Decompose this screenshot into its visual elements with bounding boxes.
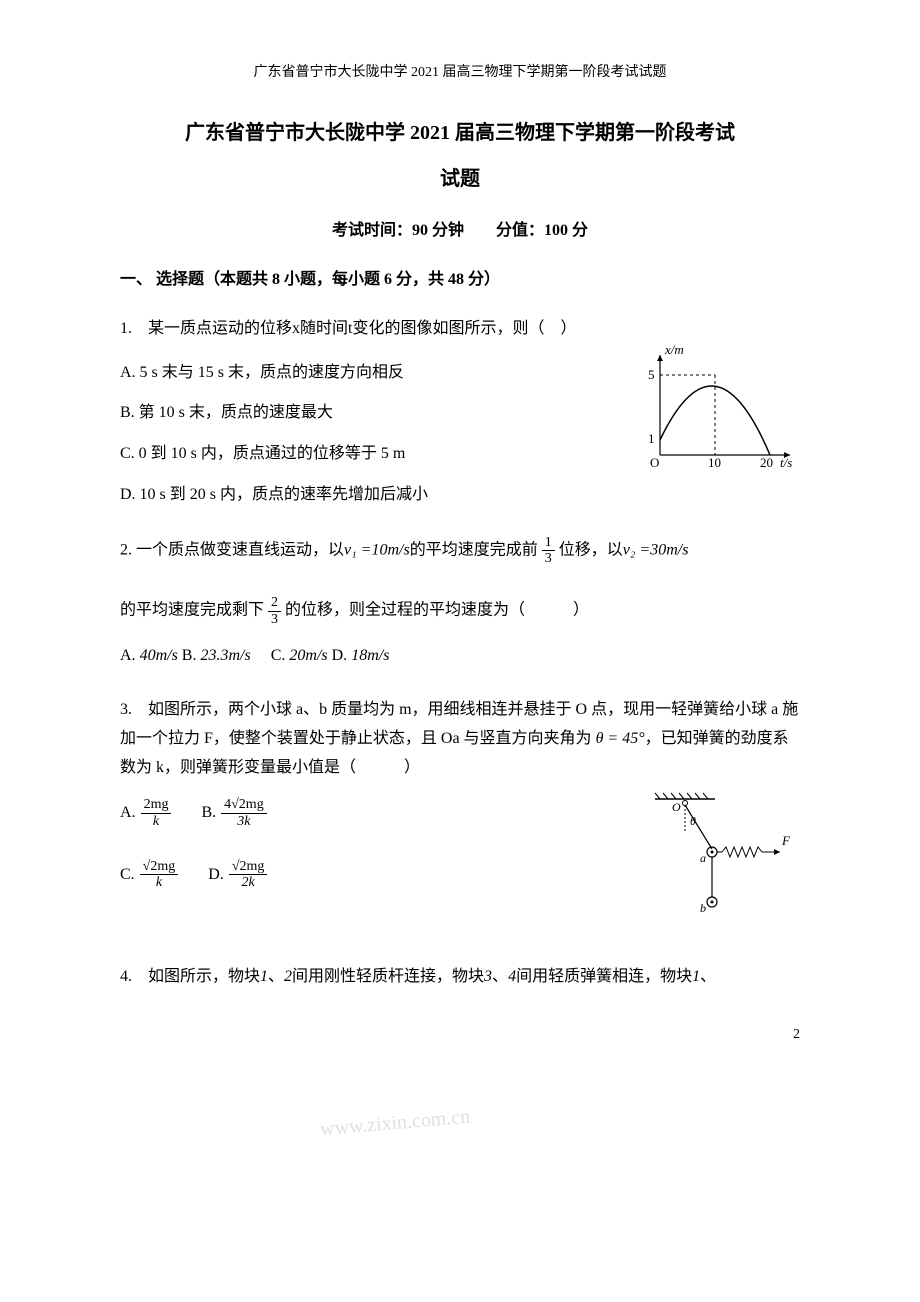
exam-info: 考试时间：90 分钟 分值：100 分 [120,217,800,246]
frac-num: 1 [542,535,555,551]
q4-p3: 间用刚性轻质杆连接，物块 [292,968,484,985]
q2-p1: 2. 一个质点做变速直线运动，以 [120,541,344,558]
q2-options: A. 40m/s B. 23.3m/s C. 20m/s D. 18m/s [120,642,800,671]
frac-num: 2mg [141,797,172,813]
q2-p5: 的位移，则全过程的平均速度为（ ） [285,602,589,619]
q4-text: 4. 如图所示，物块1、2间用刚性轻质杆连接，物块3、4间用轻质弹簧相连，物块1… [120,963,800,992]
q2-optB: 23.3m/s [200,647,250,664]
exam-subtitle: 试题 [120,161,800,197]
frac-den: 3 [268,612,281,627]
frac-den: k [140,875,179,890]
q2-p2: 的平均速度完成前 [410,541,538,558]
q2-optD: 18m/s [351,647,389,664]
q4-n3: 3 [484,968,492,985]
q3-option-b: B. 4√2mg3k [201,797,266,829]
svg-text:b: b [700,901,706,915]
frac-den: 3k [221,814,267,829]
frac-den: 3 [542,551,555,566]
frac-num: √2mg [140,859,179,875]
q4-p1: 4. 如图所示，物块 [120,968,260,985]
q2-optA: 40m/s [140,647,178,664]
q4-p2: 、 [268,968,284,985]
q2-text: 2. 一个质点做变速直线运动，以v₁ =10m/s的平均速度完成前 13 位移，… [120,535,800,627]
svg-text:a: a [700,851,706,865]
q3-theta: θ = 45° [596,730,645,747]
q4-n5: 1 [692,968,700,985]
q2-v1: v₁ =10m/s [344,541,410,558]
section-header: 一、 选择题（本题共 8 小题，每小题 6 分，共 48 分） [120,266,800,295]
svg-text:20: 20 [760,455,773,470]
q3-option-c: C. √2mgk [120,859,178,891]
q3-options: A. 2mgk B. 4√2mg3k C. √2mgk D. √2mg2k [120,797,267,921]
svg-text:O: O [672,800,681,814]
question-1: 1. 某一质点运动的位移x随时间t变化的图像如图所示，则（ ） x/m 5 1 … [120,315,800,510]
q1-graph: x/m 5 1 O 10 20 t/s [640,345,800,486]
q1-text: 1. 某一质点运动的位移x随时间t变化的图像如图所示，则（ ） [120,315,800,344]
q4-n4: 4 [508,968,516,985]
q4-p4: 、 [492,968,508,985]
q3-option-d: D. √2mg2k [208,859,267,891]
question-2: www.zixin.com.cn 2. 一个质点做变速直线运动，以v₁ =10m… [120,535,800,671]
watermark: www.zixin.com.cn [319,1098,472,1147]
frac-den: k [141,814,172,829]
q4-n1: 1 [260,968,268,985]
q2-p3: 位移，以 [559,541,623,558]
frac-den: 2k [229,875,268,890]
svg-text:θ: θ [690,814,696,828]
svg-text:x/m: x/m [664,345,684,357]
q2-optC: 20m/s [289,647,327,664]
q4-p6: 、 [700,968,716,985]
question-3: 3. 如图所示，两个小球 a、b 质量均为 m，用细线相连并悬挂于 O 点，现用… [120,696,800,938]
svg-text:5: 5 [648,367,655,382]
svg-text:1: 1 [648,431,655,446]
frac-num: 2 [268,595,281,611]
frac-num: √2mg [229,859,268,875]
q2-p4: 的平均速度完成剩下 [120,602,264,619]
svg-text:F: F [781,833,791,848]
q2-frac1: 13 [542,535,555,567]
svg-text:10: 10 [708,455,721,470]
q2-frac2: 23 [268,595,281,627]
q4-n2: 2 [284,968,292,985]
q4-p5: 间用轻质弹簧相连，物块 [516,968,692,985]
svg-text:t/s: t/s [780,455,792,470]
question-4: 4. 如图所示，物块1、2间用刚性轻质杆连接，物块3、4间用轻质弹簧相连，物块1… [120,963,800,992]
q3-option-a: A. 2mgk [120,797,171,829]
page-header: 广东省普宁市大长陇中学 2021 届高三物理下学期第一阶段考试试题 [120,60,800,85]
q3-diagram: O θ a F b [630,787,800,938]
q2-v2: v₂ =30m/s [623,541,689,558]
svg-text:O: O [650,455,659,470]
q3-text: 3. 如图所示，两个小球 a、b 质量均为 m，用细线相连并悬挂于 O 点，现用… [120,696,800,782]
page-number: 2 [120,1022,800,1047]
exam-title: 广东省普宁市大长陇中学 2021 届高三物理下学期第一阶段考试 [120,115,800,151]
frac-num: 4√2mg [221,797,267,813]
